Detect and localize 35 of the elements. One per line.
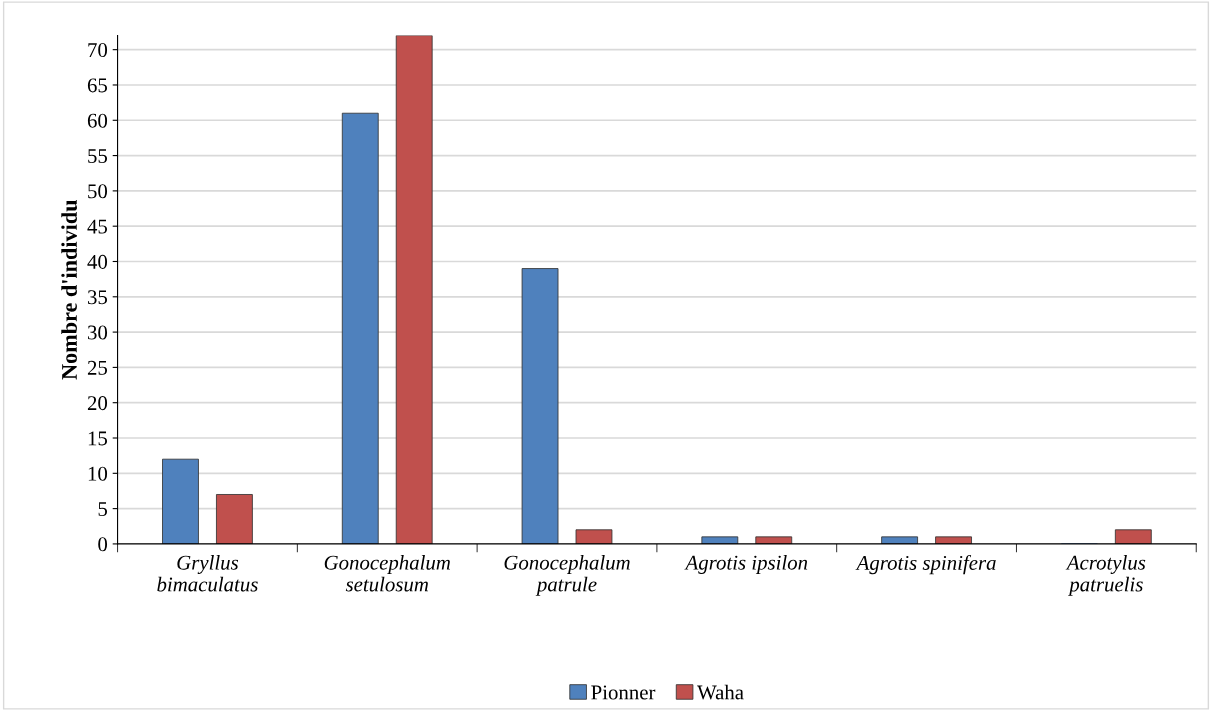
- bar: [341, 112, 379, 544]
- y-tick-label: 20: [87, 396, 108, 411]
- bar: [701, 536, 739, 544]
- y-tick-label: 50: [88, 184, 108, 199]
- y-tick-label: 10: [88, 466, 108, 481]
- y-tick-label: 15: [88, 431, 108, 446]
- x-tick-label: Acrotylus patruelis: [1065, 555, 1146, 596]
- legend-label: Waha: [697, 684, 744, 700]
- y-tick-label: 25: [87, 360, 108, 375]
- bar: [1114, 529, 1152, 544]
- y-tick-label: 60: [87, 113, 108, 128]
- y-tick-label: 45: [87, 219, 108, 234]
- bar: [575, 529, 613, 544]
- y-tick-label: 40: [87, 254, 108, 269]
- bar: [162, 458, 199, 544]
- y-axis-title: Nombre d'individu: [61, 200, 77, 380]
- x-tick-label: Gonocephalum setulosum: [324, 555, 450, 592]
- y-tick-label: 0: [98, 537, 108, 552]
- x-tick-label: Agrotis ipsilon: [684, 555, 808, 574]
- y-tick-label: 30: [88, 325, 108, 340]
- bar: [521, 268, 559, 544]
- bar: [935, 536, 972, 544]
- bar: [881, 536, 918, 544]
- legend-label: Pionner: [591, 685, 656, 700]
- x-tick-label: Agrotis spinifera: [855, 555, 996, 575]
- x-tick-label: Gryllus bimaculatus: [157, 555, 258, 592]
- x-tick-label: Gonocephalum patrule: [504, 555, 630, 596]
- bar: [395, 35, 433, 544]
- bar: [216, 494, 253, 544]
- y-tick-label: 35: [88, 290, 108, 305]
- y-tick-label: 55: [88, 149, 108, 164]
- y-tick-label: 70: [88, 43, 108, 58]
- y-tick-label: 65: [87, 78, 108, 93]
- bar: [755, 536, 793, 544]
- y-tick-label: 5: [98, 502, 108, 517]
